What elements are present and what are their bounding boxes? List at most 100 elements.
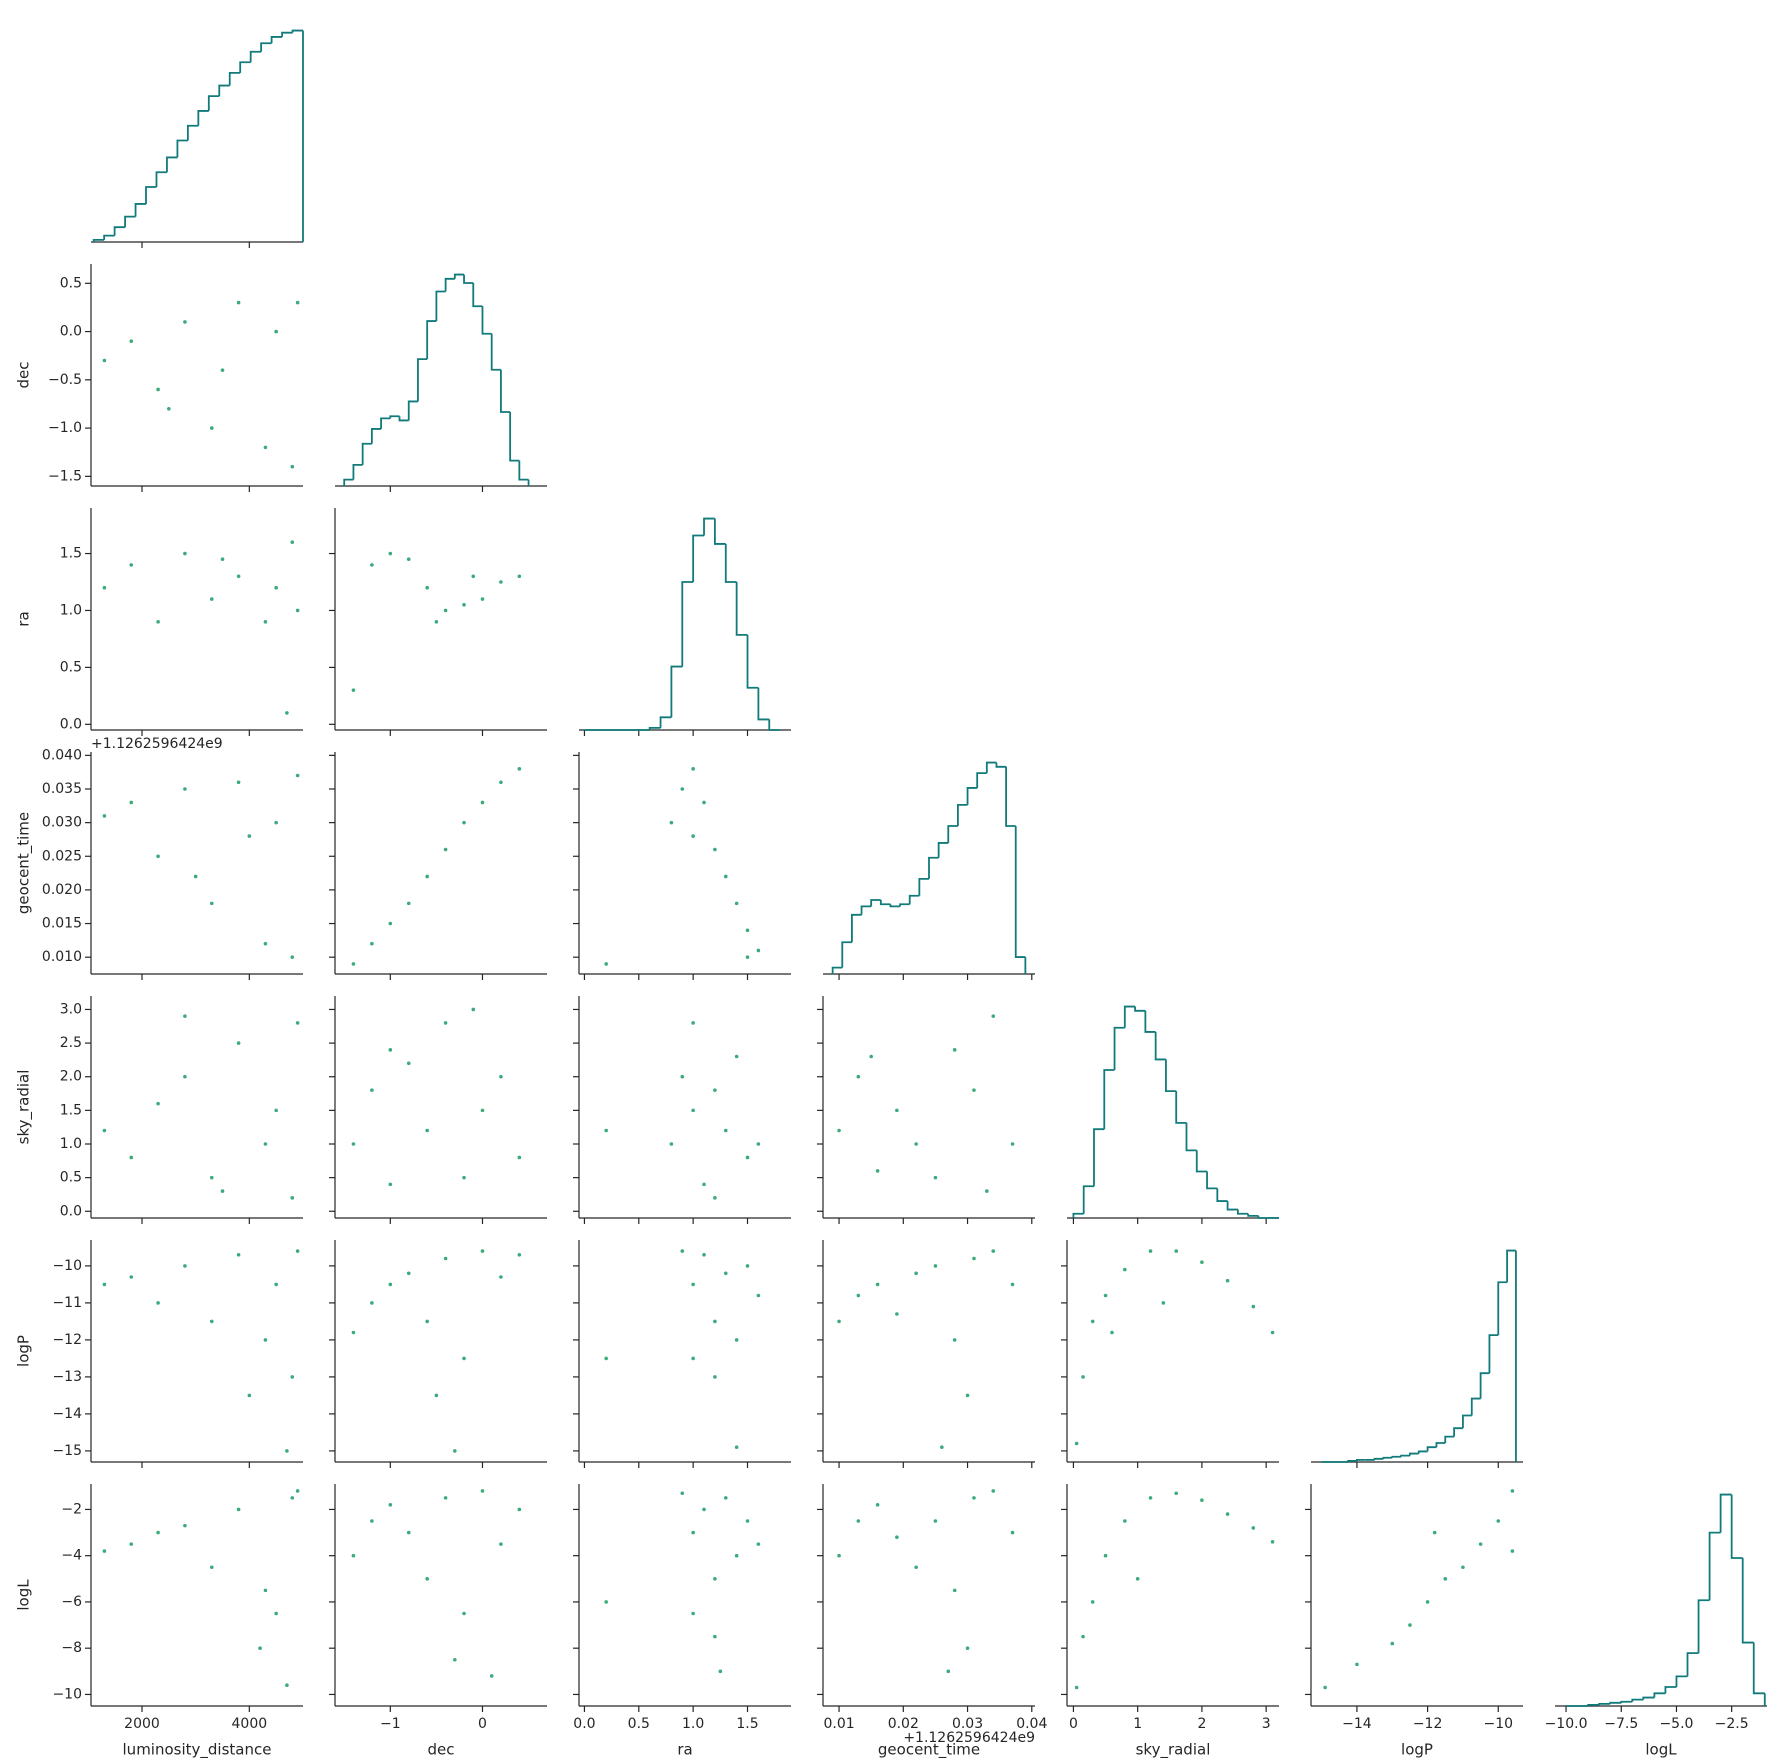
- y-tick-label: 0.0: [60, 324, 82, 340]
- x-axis-label: logP: [1401, 1741, 1433, 1759]
- scatter-point: [274, 1611, 278, 1616]
- y-axis-label: sky_radial: [15, 1070, 34, 1145]
- scatter-point: [940, 1445, 944, 1449]
- y-tick-label: 1.5: [60, 1102, 82, 1118]
- hist-step: [343, 478, 354, 486]
- scatter-point: [351, 1330, 356, 1335]
- x-tick-label: 4000: [232, 1716, 268, 1732]
- hist-step: [500, 369, 511, 413]
- hist-step: [1226, 1201, 1238, 1211]
- hist-step: [1072, 1212, 1084, 1218]
- hist-step: [1216, 1188, 1228, 1202]
- scatter-point: [370, 941, 374, 946]
- scatter-point: [991, 1249, 996, 1253]
- scatter-point: [517, 1507, 522, 1512]
- y-tick-label: −1.5: [48, 468, 82, 484]
- scatter-point: [1270, 1540, 1275, 1544]
- scatter-point: [713, 1088, 717, 1092]
- y-axis-label: logL: [15, 1579, 33, 1611]
- hist-step: [1435, 1442, 1446, 1448]
- scatter-point: [517, 574, 522, 579]
- hist-step: [1391, 1455, 1402, 1458]
- hist-step: [768, 719, 781, 731]
- hist-step: [1426, 1446, 1437, 1452]
- hist-step: [1631, 1698, 1644, 1702]
- scatter-point: [734, 1553, 739, 1558]
- hist-step: [1103, 1069, 1115, 1130]
- scatter-point: [295, 608, 300, 613]
- hist-step: [1382, 1456, 1393, 1459]
- scatter-point: [1251, 1526, 1256, 1530]
- y-tick-label: 1.0: [60, 602, 82, 618]
- x-tick-label: 1: [1133, 1716, 1142, 1732]
- scatter-point: [1081, 1375, 1085, 1379]
- y-tick-label: −2: [61, 1501, 82, 1517]
- scatter-point: [991, 1014, 996, 1018]
- hist-step: [207, 95, 220, 111]
- hist-step: [352, 463, 363, 480]
- scatter-point: [1496, 1519, 1501, 1523]
- y-tick-label: 1.5: [60, 546, 82, 562]
- hist-step: [757, 687, 770, 721]
- hist-step: [918, 877, 929, 896]
- scatter-point: [856, 1074, 861, 1079]
- scatter-point: [1135, 1577, 1140, 1581]
- scatter-point: [220, 557, 225, 562]
- scatter-point: [875, 1503, 880, 1507]
- scatter-point: [691, 1356, 695, 1361]
- scatter-point: [517, 1155, 522, 1160]
- scatter-point: [1010, 1142, 1015, 1146]
- scatter-point: [1408, 1623, 1412, 1627]
- scatter-point: [1510, 1489, 1515, 1493]
- scatter-point: [263, 941, 268, 946]
- scatter-point: [209, 597, 214, 601]
- scatter-point: [933, 1264, 938, 1268]
- scatter-point: [745, 1155, 750, 1160]
- scatter-point: [1461, 1565, 1465, 1570]
- hist-step: [417, 358, 428, 402]
- scatter-point: [702, 1507, 706, 1512]
- hist-step: [509, 412, 520, 462]
- y-axis-label: ra: [15, 611, 33, 626]
- scatter-point: [209, 901, 214, 906]
- scatter-point: [1200, 1498, 1204, 1502]
- scatter-point: [236, 300, 241, 305]
- hist-step: [957, 803, 968, 826]
- scatter-point: [745, 1264, 750, 1268]
- scatter-point: [1323, 1685, 1327, 1690]
- hist-step: [270, 36, 283, 44]
- scatter-point: [258, 1646, 262, 1650]
- scatter-point: [745, 955, 750, 959]
- y-tick-label: 0.0: [60, 716, 82, 732]
- scatter-point: [856, 1293, 861, 1298]
- scatter-point: [425, 1128, 429, 1133]
- scatter-point: [434, 620, 439, 624]
- scatter-point: [129, 339, 134, 344]
- scatter-point: [1010, 1282, 1015, 1287]
- hist-step: [134, 203, 147, 217]
- scatter-point: [156, 854, 160, 859]
- hist-step: [1506, 1249, 1516, 1283]
- scatter-point: [875, 1282, 880, 1287]
- scatter-point: [734, 1054, 739, 1059]
- scatter-point: [351, 962, 356, 966]
- scatter-point: [388, 1182, 393, 1187]
- hist-step: [1409, 1452, 1419, 1456]
- scatter-point: [247, 834, 252, 838]
- hist-step: [389, 415, 400, 419]
- hist-step: [1113, 1026, 1125, 1070]
- x-tick-label: 2: [1197, 1716, 1206, 1732]
- hist-step: [407, 400, 418, 421]
- y-tick-label: −0.5: [48, 372, 82, 388]
- scatter-point: [480, 597, 485, 601]
- scatter-point: [351, 1142, 356, 1146]
- hist-step: [281, 31, 293, 37]
- x-tick-label: 0.0: [573, 1716, 595, 1732]
- scatter-point: [875, 1169, 880, 1173]
- scatter-point: [723, 874, 728, 879]
- x-tick-label: 0.04: [1016, 1716, 1047, 1732]
- x-tick-label: −12: [1413, 1716, 1443, 1732]
- scatter-point: [351, 688, 356, 692]
- hist-step: [1752, 1642, 1765, 1695]
- scatter-point: [691, 1021, 695, 1025]
